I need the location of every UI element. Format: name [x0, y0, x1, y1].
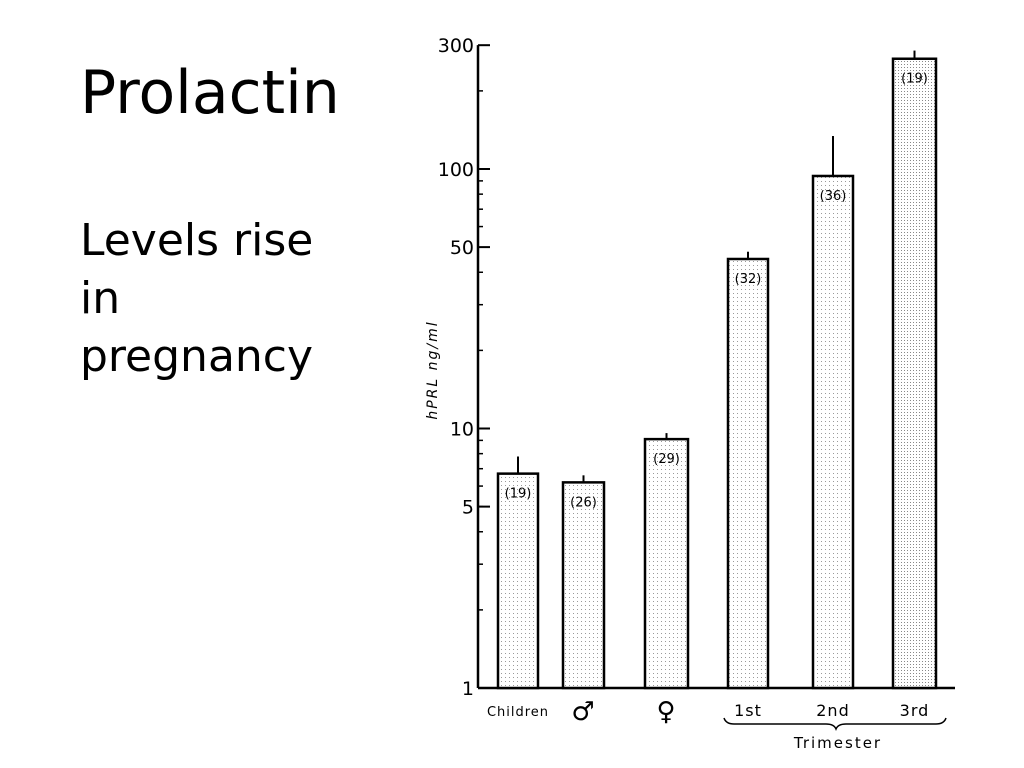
n-label: (36) [820, 189, 847, 204]
trimester-label: Trimester [793, 734, 882, 752]
x-tick-label: 3rd [900, 701, 930, 720]
y-tick-label: 300 [438, 35, 474, 57]
bar [891, 57, 938, 690]
y-tick-label: 50 [450, 237, 474, 259]
bar [726, 257, 770, 690]
bar [643, 437, 690, 690]
trimester-brace [723, 717, 947, 732]
slide-title: Prolactin [80, 58, 340, 128]
subtitle-line: Levels rise [80, 215, 314, 266]
x-tick-label: 2nd [816, 701, 849, 720]
n-label: (19) [505, 487, 532, 502]
n-label: (29) [653, 452, 680, 467]
y-tick-label: 5 [462, 497, 474, 519]
x-tick-label: Children [487, 705, 549, 720]
x-tick-label: ♂ [571, 697, 595, 727]
bar [811, 174, 855, 690]
n-label: (32) [735, 272, 762, 287]
x-tick-label: 1st [734, 701, 762, 720]
n-label: (26) [570, 495, 597, 510]
n-label: (19) [901, 72, 928, 87]
bar [561, 481, 606, 690]
slide-subtitle: Levels rise in pregnancy [80, 212, 380, 386]
bar [496, 472, 540, 690]
y-tick-label: 100 [438, 159, 474, 181]
y-tick-label: 10 [450, 419, 474, 441]
subtitle-line: pregnancy [80, 331, 314, 382]
y-tick-label: 1 [462, 678, 474, 700]
subtitle-line: in [80, 273, 121, 324]
y-axis-label: hPRL ng/ml [425, 320, 441, 419]
x-tick-label: ♀ [656, 697, 676, 727]
